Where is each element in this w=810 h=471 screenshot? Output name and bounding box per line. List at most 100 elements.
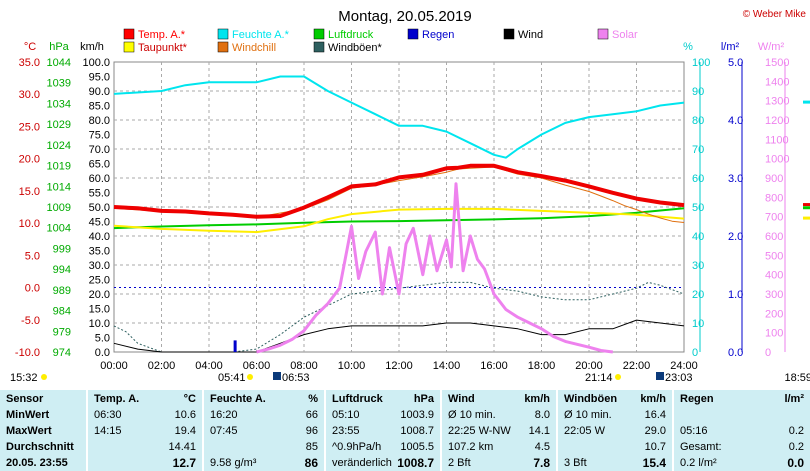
solar-tick-label: 1400 <box>765 76 789 88</box>
rain-unit: l/m² <box>721 41 740 53</box>
wind-tick-label: 15.0 <box>89 304 110 316</box>
rain-tick-label: 0.0 <box>728 347 743 359</box>
moonset-label: 23:03 <box>665 372 693 384</box>
wind-tick-label: 85.0 <box>89 101 110 113</box>
wind-tick-label: 90.0 <box>89 86 110 98</box>
current-value-marker <box>803 203 810 207</box>
x-tick-label: 22:00 <box>623 360 651 372</box>
x-tick-label: 10:00 <box>338 360 366 372</box>
rain-header-row: Regen l/m² <box>674 391 810 407</box>
sensor-row: 20.05. 23:55 <box>0 455 86 471</box>
rain-tick-label: 4.0 <box>728 115 743 127</box>
gust-row-value: 10.7 <box>644 441 666 453</box>
temp-tick-label: 20.0 <box>19 154 40 166</box>
humidity-row-time: 9.58 g/m³ <box>210 457 257 469</box>
sensor-column: Sensor MinWert MaxWert Durchschnitt 20.05. 2… <box>0 390 86 471</box>
rain-row-time: Gesamt: <box>680 441 722 453</box>
wind-tick-label: 40.0 <box>89 231 110 243</box>
wind-tick-label: 80.0 <box>89 115 110 127</box>
humidity-tick-label: 0 <box>692 347 698 359</box>
wind-row-time: 2 Bft <box>448 457 471 469</box>
wind-row-value: 8.0 <box>534 409 550 421</box>
x-tick-label: 00:00 <box>100 360 128 372</box>
series-luftdruck-line <box>113 207 685 230</box>
humidity-unit: % <box>683 41 693 53</box>
solar-tick-label: 600 <box>765 231 783 243</box>
pressure-header-row: Luftdruck hPa <box>326 391 440 407</box>
temp-row-value: 14.41 <box>168 441 196 453</box>
legend-label: Taupunkt* <box>138 42 188 54</box>
wind-tick-label: 50.0 <box>89 202 110 214</box>
humidity-row: 16:20 66 <box>204 407 324 423</box>
legend-swatch <box>407 28 419 40</box>
legend-swatch <box>313 41 325 53</box>
pressure-header: Luftdruck <box>332 393 383 405</box>
temp-row-value: 10.6 <box>174 409 196 421</box>
pressure-tick-label: 984 <box>53 306 71 318</box>
gust-row: Ø 10 min. 16.4 <box>558 407 672 423</box>
chart-title: Montag, 20.05.2019 <box>338 8 471 25</box>
temp-row: 14.41 <box>88 439 202 455</box>
rain-row-time: 0.2 l/m² <box>680 457 717 469</box>
moonset-icon <box>656 372 664 380</box>
x-tick-label: 02:00 <box>148 360 176 372</box>
humidity-row-value: 86 <box>304 456 318 470</box>
pressure-tick-label: 974 <box>53 347 71 359</box>
wind-row-value: 14.1 <box>528 425 550 437</box>
pressure-row-time: 23:55 <box>332 425 360 437</box>
current-value-marker <box>803 206 810 210</box>
legend-label: Windböen* <box>328 42 383 54</box>
humidity-unit: % <box>308 393 318 405</box>
gust-header: Windböen <box>564 393 618 405</box>
gust-column: Windböen km/h Ø 10 min. 16.4 22:05 W 29.0 10.7… <box>558 390 672 471</box>
wind-row: 107.2 km 4.5 <box>442 439 556 455</box>
solar-tick-label: 400 <box>765 270 783 282</box>
temp-tick-label: 35.0 <box>19 57 40 69</box>
legend-label: Luftdruck <box>328 29 374 41</box>
temp-row-value: 19.4 <box>174 425 196 437</box>
humidity-tick-label: 100 <box>692 57 710 69</box>
temp-unit: °C <box>24 41 36 53</box>
gust-row: 3 Bft 15.4 <box>558 455 672 471</box>
humidity-tick-label: 10 <box>692 318 704 330</box>
wind-tick-label: 95.0 <box>89 72 110 84</box>
gust-header-row: Windböen km/h <box>558 391 672 407</box>
gust-row-value: 29.0 <box>644 425 666 437</box>
humidity-tick-label: 80 <box>692 115 704 127</box>
solar-unit: W/m² <box>758 41 785 53</box>
wind-column: Wind km/h Ø 10 min. 8.0 22:25 W-NW 14.1 107.2 … <box>442 390 556 471</box>
rain-row: 0.2 l/m² 0.0 <box>674 455 810 471</box>
x-tick-label: 06:00 <box>243 360 271 372</box>
pressure-row: 05:10 1003.9 <box>326 407 440 423</box>
rain-tick-label: 1.0 <box>728 289 743 301</box>
pressure-tick-label: 1029 <box>47 119 71 131</box>
series-taupunkt-line <box>113 207 685 234</box>
pressure-column: Luftdruck hPa 05:10 1003.9 23:55 1008.7 ^0.9hP… <box>326 390 440 471</box>
rain-column: Regen l/m² 05:16 0.2 Gesamt: 0.2 0.2 l/m² 0.0 <box>674 390 810 471</box>
humidity-row-value: 85 <box>305 441 318 453</box>
solar-tick-label: 800 <box>765 192 783 204</box>
legend-label: Windchill <box>232 42 276 54</box>
weather-chart: Montag, 20.05.2019 © Weber Mike Temp. A.* F… <box>10 8 810 384</box>
pressure-row-value: 1008.7 <box>397 456 434 470</box>
pressure-row-time: 05:10 <box>332 409 360 421</box>
legend-label: Regen <box>422 29 454 41</box>
humidity-row-value: 96 <box>305 425 318 437</box>
solar-tick-label: 1200 <box>765 115 789 127</box>
temp-header-row: Temp. A. °C <box>88 391 202 407</box>
moonrise-icon <box>273 372 281 380</box>
wind-tick-label: 70.0 <box>89 144 110 156</box>
wind-tick-label: 10.0 <box>89 318 110 330</box>
temp-row-time: 14:15 <box>94 425 122 437</box>
pressure-tick-label: 1009 <box>47 202 71 214</box>
sensor-row: Durchschnitt <box>0 439 86 455</box>
humidity-tick-label: 60 <box>692 173 704 185</box>
humidity-tick-label: 90 <box>692 86 704 98</box>
x-tick-label: 24:00 <box>670 360 698 372</box>
pressure-row: ^0.9hPa/h 1005.5 <box>326 439 440 455</box>
solar-tick-label: 300 <box>765 289 783 301</box>
wind-unit: km/h <box>80 41 104 53</box>
rain-bar <box>233 340 237 352</box>
wind-tick-label: 25.0 <box>89 275 110 287</box>
sensor-row-label: MinWert <box>6 409 50 421</box>
